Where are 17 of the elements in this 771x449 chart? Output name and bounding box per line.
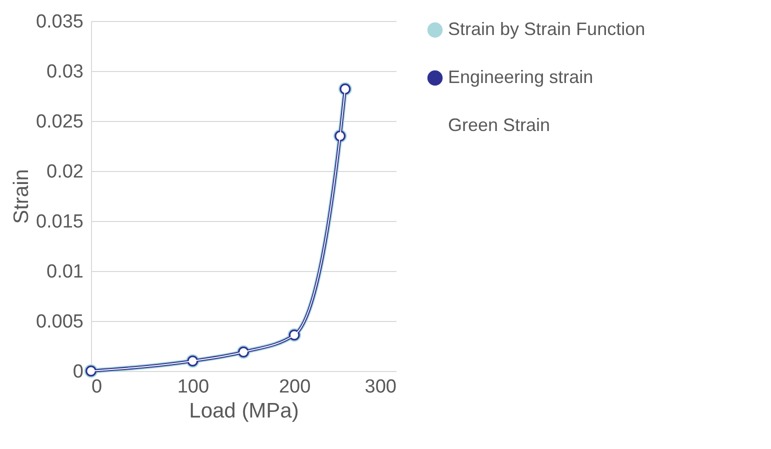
y-tick-label: 0.025 xyxy=(36,112,84,132)
y-tick-label: 0.02 xyxy=(46,162,84,182)
x-tick-label: 0 xyxy=(92,376,102,398)
y-tick-label: 0 xyxy=(72,362,84,382)
y-tick-label: 0.035 xyxy=(36,12,84,32)
x-tick-label: 100 xyxy=(177,376,210,398)
y-tick-label: 0.03 xyxy=(46,62,84,82)
x-tick-label: 200 xyxy=(278,376,311,398)
y-tick-label: 0.005 xyxy=(36,312,84,332)
x-axis-title: Load (MPa) xyxy=(189,400,299,422)
x-tick-label: 300 xyxy=(364,376,396,398)
y-axis-title: Strain xyxy=(10,169,33,224)
y-tick-label: 0.01 xyxy=(46,262,84,282)
legend-label: Engineering strain xyxy=(448,67,594,87)
y-tick-label: 0.015 xyxy=(36,212,84,232)
text: Green Strain xyxy=(448,115,550,135)
legend-label: Strain by Strain Function xyxy=(448,19,646,39)
